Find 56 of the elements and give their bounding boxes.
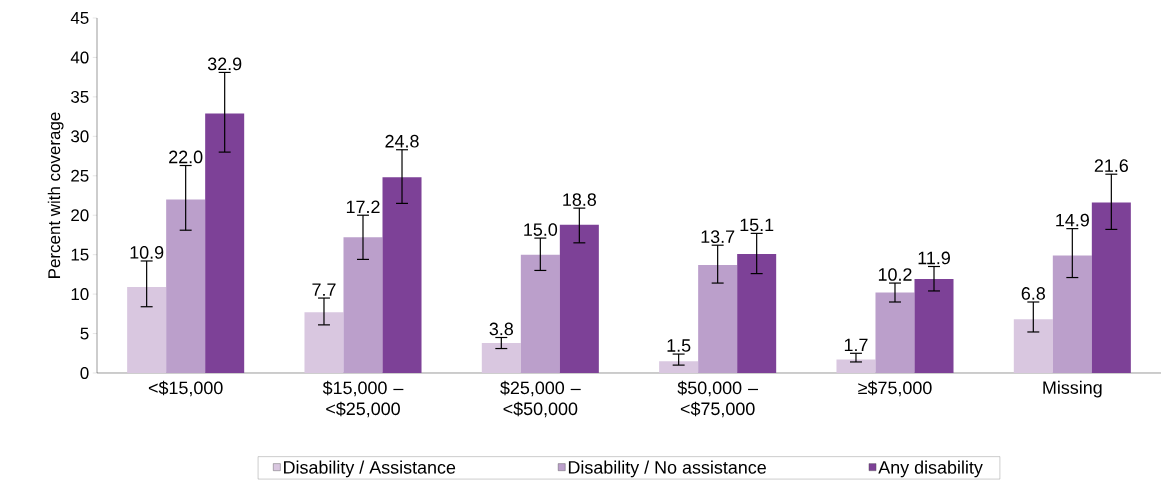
bar: [520, 254, 560, 373]
data-label: 10.9: [130, 246, 164, 259]
bar: [127, 287, 167, 373]
legend-label: Disability / Assistance: [284, 460, 456, 478]
y-tick-label: 5: [80, 327, 89, 340]
y-tick-label: 45: [70, 12, 89, 24]
legend-label: Any disability: [878, 460, 983, 478]
data-label: 24.8: [385, 134, 419, 148]
bar: [737, 253, 777, 373]
y-tick-label: 20: [71, 209, 89, 222]
bar: [698, 264, 738, 373]
data-label: 1.5: [667, 339, 691, 352]
data-label: 15.1: [740, 218, 774, 232]
x-tick-label: Missing: [1043, 380, 1102, 398]
bar: [559, 224, 599, 373]
data-label: 32.9: [207, 57, 242, 71]
y-tick-label: 40: [70, 51, 89, 64]
data-label: 14.9: [1056, 213, 1089, 227]
bar: [1013, 319, 1053, 373]
data-label: 1.7: [844, 338, 868, 352]
data-label: 3.8: [489, 322, 514, 336]
y-axis-title: Percent with coverage: [47, 112, 64, 278]
y-tick-label: 25: [71, 169, 89, 182]
data-label: 13.7: [701, 230, 735, 243]
y-tick-label: 30: [71, 130, 89, 143]
bar: [875, 292, 915, 373]
y-tick-label: 15: [71, 248, 89, 261]
data-label: 10.2: [878, 268, 912, 281]
data-label: 15.0: [524, 223, 558, 236]
bar: [166, 199, 206, 373]
data-label: 22.0: [169, 150, 203, 164]
bar: [304, 312, 344, 373]
bar: [481, 343, 521, 373]
data-label: 21.6: [1094, 159, 1128, 172]
x-tick-label: <$15,000: [148, 380, 223, 397]
x-tick-label: $25,000 – <$50,000: [500, 380, 581, 418]
bar: [1052, 255, 1092, 373]
bar: [343, 237, 383, 373]
y-tick-label: 35: [71, 90, 89, 103]
bar: [1091, 202, 1131, 373]
data-label: 11.9: [918, 251, 950, 265]
x-tick-label: ≥$75,000: [858, 380, 932, 397]
x-tick-label: $15,000 – <$25,000: [322, 380, 404, 418]
bar: [205, 113, 245, 373]
y-tick-label: 0: [80, 367, 89, 379]
data-label: 6.8: [1021, 287, 1045, 300]
x-tick-label: $50,000 – <$75,000: [677, 380, 759, 418]
data-label: 7.7: [312, 283, 336, 296]
y-tick-label: 10: [71, 288, 89, 301]
legend-label: Disability / No assistance: [568, 460, 766, 478]
bar: [659, 361, 699, 373]
data-label: 18.8: [563, 193, 597, 206]
bar: [382, 177, 422, 373]
data-label: 17.2: [346, 200, 380, 214]
bar: [836, 359, 876, 373]
bar: [914, 279, 954, 373]
